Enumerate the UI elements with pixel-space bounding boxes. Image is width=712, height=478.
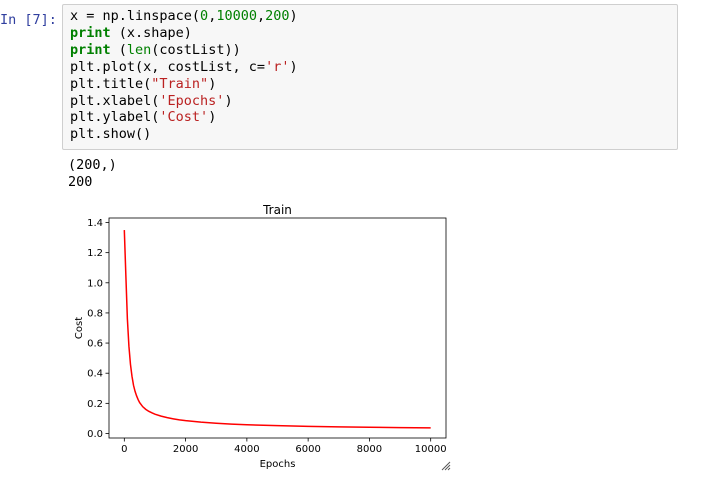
plot-frame <box>108 217 447 439</box>
code-line-7: plt.ylabel('Cost') <box>70 109 217 126</box>
y-tick-label: 0.6 <box>87 339 103 350</box>
code-line-6: plt.xlabel('Epochs') <box>70 92 233 109</box>
chart-title: Train <box>262 203 292 217</box>
cell-output-text: (200,) 200 <box>68 157 117 191</box>
x-tick-label: 10000 <box>415 444 447 455</box>
x-tick-label: 6000 <box>295 444 320 455</box>
code-editor[interactable]: x = np.linspace(0,10000,200) print (x.sh… <box>70 8 298 143</box>
output-line-2: 200 <box>68 173 93 190</box>
y-tick-label: 1.2 <box>87 248 103 259</box>
code-line-5: plt.title("Train") <box>70 75 217 92</box>
x-tick-label: 4000 <box>234 444 259 455</box>
code-cell-input[interactable]: x = np.linspace(0,10000,200) print (x.sh… <box>62 4 678 150</box>
x-axis-label: Epochs <box>260 459 296 470</box>
x-tick-label: 8000 <box>357 444 382 455</box>
x-tick-label: 2000 <box>173 444 198 455</box>
y-tick-label: 1.0 <box>87 278 103 289</box>
y-tick-label: 0.2 <box>87 399 103 410</box>
output-line-1: (200,) <box>68 157 117 173</box>
y-tick-label: 0.0 <box>87 429 103 440</box>
code-line-4: plt.plot(x, costList, c='r') <box>70 58 298 75</box>
code-line-2: print (x.shape) <box>70 24 192 41</box>
code-line-3: print (len(costList)) <box>70 41 241 58</box>
resize-handle-icon[interactable] <box>441 461 451 471</box>
x-tick-label: 0 <box>121 444 127 455</box>
y-tick-label: 1.4 <box>87 218 103 229</box>
cost-series-line <box>123 230 431 429</box>
code-line-1: x = np.linspace(0,10000,200) <box>70 8 298 24</box>
y-axis-label: Cost <box>74 317 85 339</box>
y-tick-label: 0.8 <box>87 308 103 319</box>
y-tick-label: 0.4 <box>87 369 103 380</box>
code-line-8: plt.show() <box>70 126 152 143</box>
x-axis-ticks: 0 2000 4000 6000 8000 10000 <box>121 438 447 455</box>
plot-output: Train Epochs Cost 0 2000 4000 6000 8000 10000… <box>62 196 462 476</box>
train-cost-chart: Train Epochs Cost 0 2000 4000 6000 8000 10000… <box>74 203 447 470</box>
cell-prompt: In [7]: <box>0 12 57 28</box>
y-axis-ticks: 0.0 0.2 0.4 0.6 0.8 1.0 1.2 1.4 <box>87 218 109 440</box>
